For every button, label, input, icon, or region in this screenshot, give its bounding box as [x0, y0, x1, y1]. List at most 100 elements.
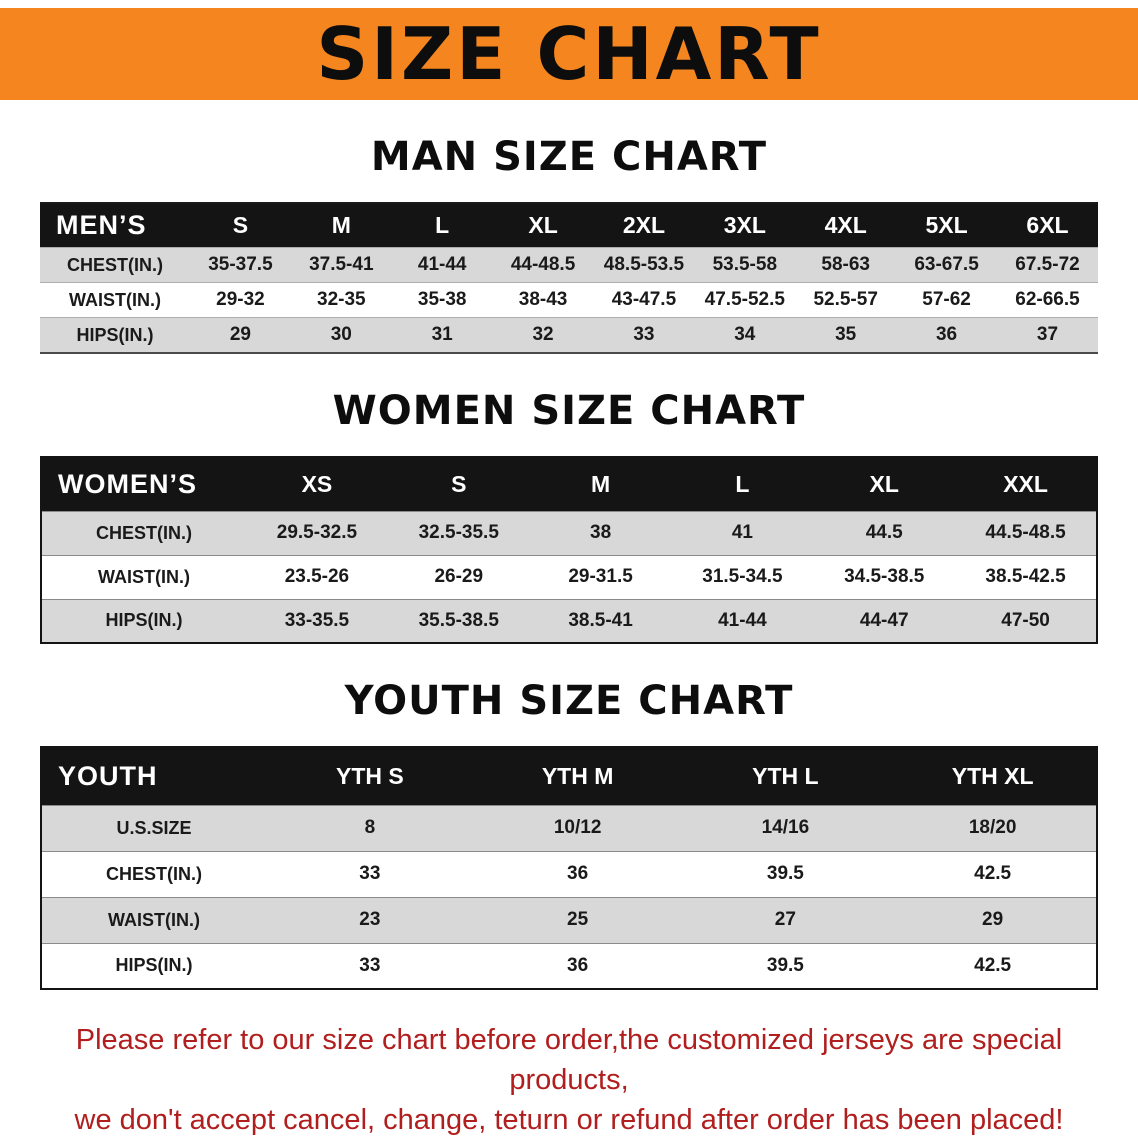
measurement-value: 23	[359, 909, 381, 930]
measurement-value: 41-44	[718, 609, 767, 631]
measurement-value: 43-47.5	[611, 289, 677, 310]
measurement-value: 37	[1036, 324, 1059, 345]
measurement-value: 18/20	[968, 817, 1017, 838]
measurement-value: 53.5-58	[712, 254, 778, 275]
measurement-value: 41	[731, 522, 753, 543]
measurement-value: 52.5-57	[813, 289, 878, 310]
measurement-value: 26-29	[434, 566, 484, 587]
measurement-value: 10/12	[553, 817, 602, 838]
measurement-value: 48.5-53.5	[603, 254, 685, 275]
size-column-header: YTH L	[752, 762, 819, 789]
measurement-value: 32-35	[317, 289, 366, 310]
size-column-header: YTH XL	[951, 762, 1034, 789]
measurement-label: CHEST(IN.)	[106, 863, 202, 884]
table-row: WAIST(IN.) 23 25 27 29	[41, 897, 1097, 943]
size-column-header: 6XL	[1026, 212, 1069, 238]
measurement-value: 29	[229, 324, 251, 345]
measurement-value: 38.5-42.5	[985, 566, 1066, 587]
size-column-header: 2XL	[622, 212, 666, 238]
measurement-value: 33	[359, 954, 381, 976]
measurement-label: CHEST(IN.)	[96, 522, 192, 543]
table-header-row: WOMEN’S XS S M L XL XXL	[41, 457, 1097, 511]
measurement-value: 31	[431, 324, 453, 345]
size-column-header: 3XL	[723, 212, 766, 238]
measurement-value: 29-32	[216, 289, 265, 310]
youth-size-table: YOUTH YTH S YTH M YTH L YTH XL U.S.SIZE 8 10/12…	[40, 746, 1098, 990]
measurement-value: 36	[935, 324, 958, 345]
measurement-value: 37.5-41	[309, 254, 374, 275]
measurement-value: 33	[633, 324, 655, 345]
size-column-header: L	[735, 470, 750, 497]
youth-size-chart-heading: YOUTH SIZE CHART	[344, 678, 794, 724]
table-group-label: WOMEN’S	[58, 468, 197, 499]
measurement-label: WAIST(IN.)	[108, 909, 200, 930]
measurement-label: CHEST(IN.)	[67, 254, 163, 275]
measurement-value: 31.5-34.5	[702, 566, 783, 587]
table-row: CHEST(IN.) 35-37.5 37.5-41 41-44 44-48.5 48.5…	[40, 247, 1098, 283]
size-column-header: YTH M	[541, 762, 614, 789]
measurement-value: 35.5-38.5	[418, 609, 499, 631]
size-column-header: 5XL	[925, 212, 968, 238]
table-group-label: MEN’S	[56, 210, 147, 240]
measurement-value: 39.5	[766, 863, 804, 884]
measurement-value: 23.5-26	[284, 566, 350, 587]
measurement-value: 35-38	[417, 289, 467, 310]
measurement-value: 67.5-72	[1015, 254, 1080, 275]
page-title: SIZE CHART	[316, 12, 822, 96]
women-size-section: WOMEN SIZE CHART WOMEN’S XS S M L XL XXL CHEST(…	[0, 388, 1138, 644]
size-column-header: S	[232, 212, 249, 238]
measurement-value: 27	[774, 909, 796, 930]
measurement-value: 44.5-48.5	[985, 522, 1066, 543]
size-column-header: M	[590, 470, 611, 497]
measurement-value: 44.5	[865, 522, 903, 543]
table-row: WAIST(IN.) 29-32 32-35 35-38 38-43 43-47.5 47.…	[40, 282, 1098, 318]
measurement-value: 29-31.5	[568, 566, 633, 587]
size-column-header: XS	[301, 470, 333, 497]
size-column-header: XXL	[1003, 470, 1048, 497]
measurement-value: 44-48.5	[510, 254, 576, 275]
size-column-header: XL	[869, 470, 899, 497]
measurement-value: 63-67.5	[914, 254, 979, 275]
table-header-row: YOUTH YTH S YTH M YTH L YTH XL	[41, 747, 1097, 805]
measurement-value: 29.5-32.5	[276, 522, 358, 543]
table-row: HIPS(IN.) 33 36 39.5 42.5	[41, 943, 1097, 989]
measurement-label: HIPS(IN.)	[76, 324, 154, 345]
measurement-value: 41-44	[417, 254, 467, 275]
measurement-value: 62-66.5	[1015, 289, 1080, 310]
table-row: HIPS(IN.) 33-35.5 35.5-38.5 38.5-41 41-44 44-…	[41, 599, 1097, 643]
measurement-label: WAIST(IN.)	[69, 289, 161, 310]
measurement-value: 42.5	[974, 863, 1012, 884]
measurement-value: 29	[982, 909, 1004, 930]
size-column-header: 4XL	[824, 212, 867, 238]
measurement-value: 33-35.5	[284, 609, 350, 631]
size-column-header: M	[331, 212, 351, 238]
measurement-value: 25	[567, 909, 589, 930]
youth-size-section: YOUTH SIZE CHART YOUTH YTH S YTH M YTH L YTH…	[0, 678, 1138, 990]
measurement-value: 32	[532, 324, 554, 345]
measurement-value: 58-63	[821, 254, 870, 275]
table-row: U.S.SIZE 8 10/12 14/16 18/20	[41, 805, 1097, 851]
table-row: CHEST(IN.) 29.5-32.5 32.5-35.5 38 41 44.5 44.5…	[41, 511, 1097, 555]
measurement-value: 38.5-41	[568, 609, 633, 631]
measurement-value: 44-47	[859, 609, 909, 631]
measurement-value: 42.5	[974, 954, 1012, 976]
table-row: HIPS(IN.) 29 30 31 32 33 34 35 36 37	[40, 317, 1098, 353]
measurement-value: 32.5-35.5	[418, 522, 499, 543]
banner: SIZE CHART	[0, 8, 1138, 100]
measurement-value: 38-43	[518, 289, 568, 310]
measurement-label: HIPS(IN.)	[115, 955, 193, 976]
table-header-row: MEN’S S M L XL 2XL 3XL 4XL 5XL 6XL	[40, 203, 1098, 248]
measurement-value: 14/16	[761, 817, 810, 838]
women-size-chart-heading: WOMEN SIZE CHART	[332, 388, 806, 434]
measurement-value: 36	[567, 863, 589, 884]
measurement-value: 47.5-52.5	[704, 289, 785, 310]
measurement-label: HIPS(IN.)	[105, 610, 183, 631]
men-size-table: MEN’S S M L XL 2XL 3XL 4XL 5XL 6XL CHEST(IN.) 35-37…	[40, 202, 1098, 354]
measurement-value: 47-50	[1001, 609, 1050, 631]
measurement-value: 30	[330, 324, 352, 345]
measurement-value: 33	[359, 863, 381, 884]
table-row: CHEST(IN.) 33 36 39.5 42.5	[41, 851, 1097, 897]
measurement-value: 57-62	[922, 289, 971, 310]
footer-note-line-1: Please refer to our size chart before or…	[75, 1024, 1063, 1096]
